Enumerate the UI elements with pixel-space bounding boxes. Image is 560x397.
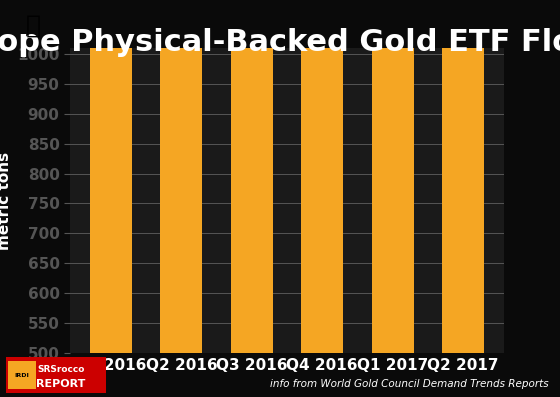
Bar [8,361,36,389]
Text: Europe Physical-Backed Gold ETF Flows: Europe Physical-Backed Gold ETF Flows [0,28,560,57]
Bar [90,0,132,353]
Text: SRSrocco: SRSrocco [38,365,85,374]
Text: info from World Gold Council Demand Trends Reports: info from World Gold Council Demand Tren… [270,379,549,389]
Text: IRDI: IRDI [15,373,29,378]
Bar [371,0,414,353]
Text: REPORT: REPORT [36,379,86,389]
Bar [231,0,273,353]
Bar [160,0,203,353]
Bar [301,0,343,353]
Y-axis label: metric tons: metric tons [0,151,12,250]
Bar [442,0,484,353]
Text: 🥇: 🥇 [26,14,41,38]
